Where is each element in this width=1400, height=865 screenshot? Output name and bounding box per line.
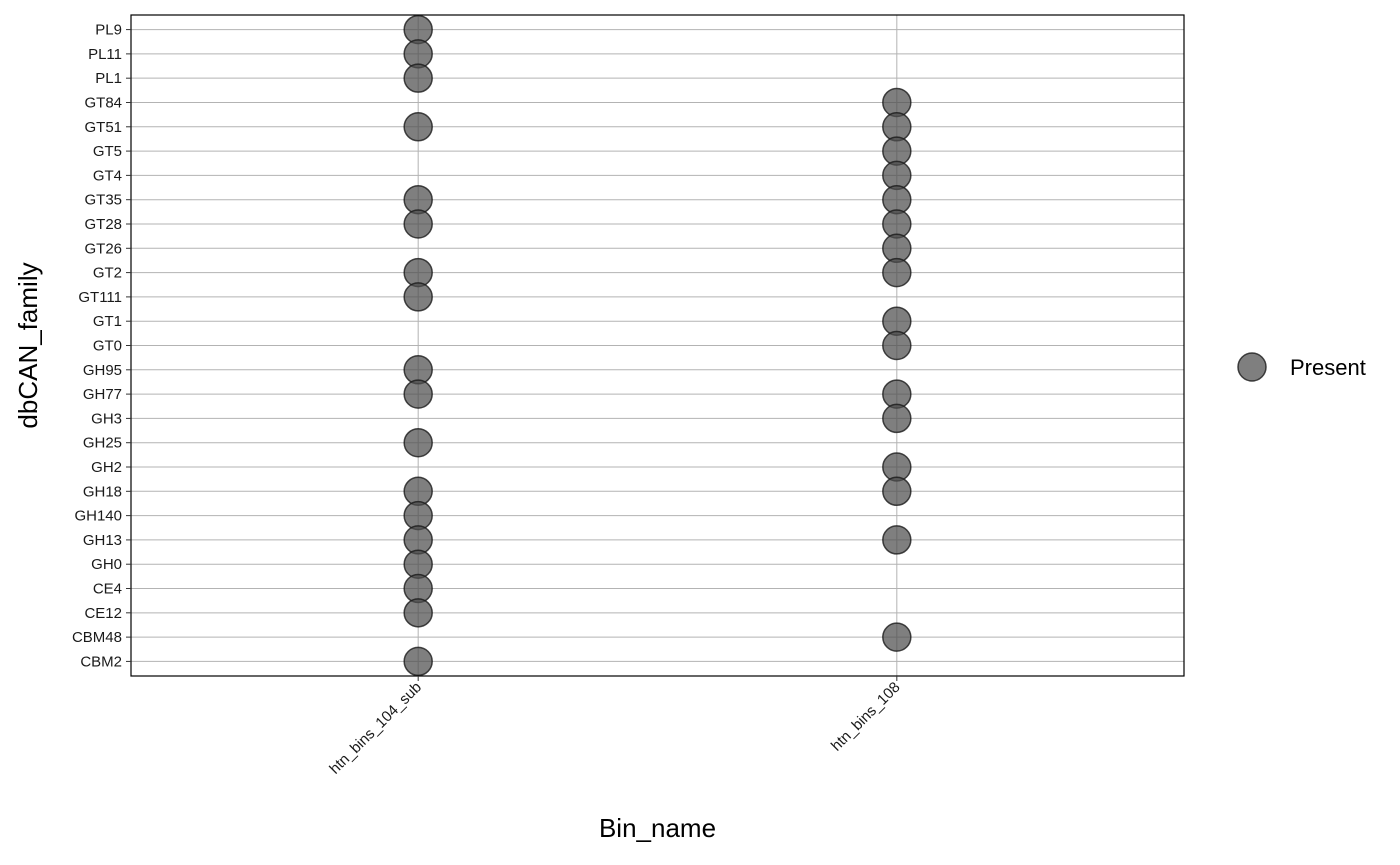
x-axis-title: Bin_name [599, 813, 716, 843]
y-tick-label: GT5 [93, 143, 122, 160]
legend-label: Present [1290, 355, 1366, 380]
y-tick-label: PL11 [88, 46, 122, 63]
y-tick-label: GT0 [93, 338, 122, 355]
data-point [403, 598, 433, 628]
y-tick-label: GH25 [83, 435, 122, 452]
y-tick-label: GT2 [93, 265, 122, 282]
y-tick-label: GT1 [93, 313, 122, 330]
data-point [403, 63, 433, 93]
y-tick-label: GH18 [83, 483, 122, 500]
data-point [403, 379, 433, 409]
y-tick-label: PL9 [95, 22, 122, 39]
y-axis: CBM2 CBM48 CE12 CE4 GH0 GH13 GH140 GH18 GH2 GH25 G… [72, 22, 131, 670]
y-tick-label: CBM48 [72, 629, 122, 646]
y-tick-label: GH95 [83, 362, 122, 379]
data-point [882, 403, 912, 434]
data-point [403, 209, 433, 239]
data-point [882, 525, 912, 555]
y-tick-label: GH0 [91, 556, 122, 573]
y-tick-label: GH140 [74, 508, 122, 525]
y-tick-label: CE4 [93, 581, 122, 598]
data-point [403, 112, 433, 142]
data-point [882, 257, 912, 288]
grid-layer [131, 15, 1184, 676]
y-tick-label: CE12 [84, 605, 122, 622]
y-tick-label: GT84 [84, 94, 122, 111]
data-point [403, 427, 433, 458]
y-tick-label: CBM2 [80, 653, 122, 670]
y-tick-label: GT111 [78, 289, 122, 306]
y-tick-label: GH13 [83, 532, 122, 549]
y-tick-label: GT35 [84, 192, 122, 209]
y-tick-label: GT28 [84, 216, 122, 233]
data-point [403, 282, 433, 312]
y-axis-title: dbCAN_family [13, 262, 43, 428]
y-tick-label: GH2 [91, 459, 122, 476]
y-tick-label: PL1 [95, 70, 122, 87]
data-point [882, 622, 912, 652]
y-tick-label: GH77 [83, 386, 122, 403]
data-point [882, 476, 912, 507]
y-tick-label: GT4 [93, 167, 122, 184]
y-tick-label: GH3 [91, 410, 122, 427]
legend: Present [1237, 352, 1366, 382]
data-point [403, 646, 433, 677]
y-tick-label: GT26 [84, 240, 122, 257]
data-point [882, 330, 912, 361]
points-layer [403, 14, 912, 677]
y-tick-label: GT51 [84, 119, 122, 136]
legend-key [1237, 352, 1267, 382]
